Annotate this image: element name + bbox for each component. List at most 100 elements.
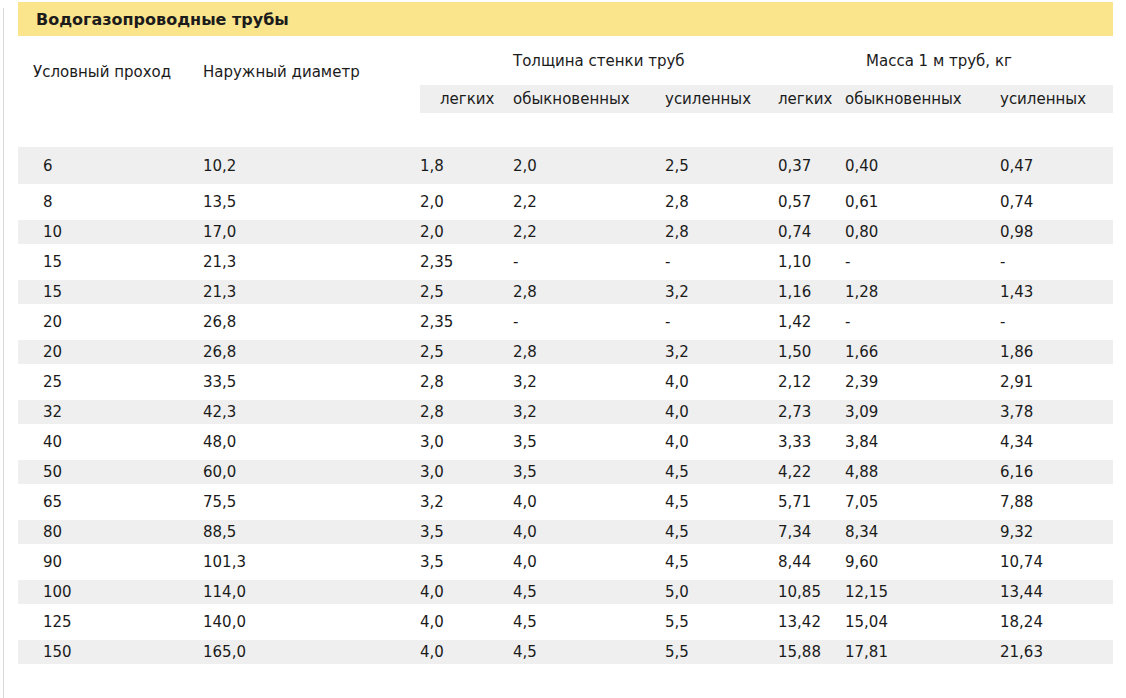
table-row: 2026,82,52,83,21,501,661,86 — [18, 337, 1113, 367]
table-cell: - — [513, 253, 665, 271]
table-row: 90101,33,54,04,58,449,6010,74 — [18, 547, 1113, 577]
table-cell: 6,16 — [1000, 463, 1113, 481]
table-cell: 1,16 — [778, 283, 845, 301]
table-cell: 13,5 — [203, 193, 420, 211]
table-cell: 3,5 — [513, 433, 665, 451]
table-cell: 101,3 — [203, 553, 420, 571]
table-cell: - — [1000, 253, 1113, 271]
table-cell: - — [665, 313, 778, 331]
table-cell: 0,37 — [778, 157, 845, 175]
table-cell: 4,5 — [513, 613, 665, 631]
table-cell: 3,2 — [513, 403, 665, 421]
table-cell: 2,35 — [420, 313, 513, 331]
table-cell: 88,5 — [203, 523, 420, 541]
table-cell: 3,2 — [513, 373, 665, 391]
table-body: 610,21,82,02,50,370,400,47813,52,02,22,8… — [18, 147, 1113, 667]
table-row: 6575,53,24,04,55,717,057,88 — [18, 487, 1113, 517]
table-cell: 50 — [18, 463, 203, 481]
table-cell: 10,85 — [778, 583, 845, 601]
col-header-outer-diameter: Наружный диаметр — [203, 63, 360, 81]
table-row: 610,21,82,02,50,370,400,47 — [18, 147, 1113, 187]
table-cell: 4,0 — [420, 583, 513, 601]
table-cell: 5,5 — [665, 613, 778, 631]
table-cell: 4,0 — [513, 523, 665, 541]
table-cell: 20 — [18, 343, 203, 361]
table-cell: 0,61 — [845, 193, 1000, 211]
table-cell: 150 — [18, 643, 203, 661]
table-cell: 1,10 — [778, 253, 845, 271]
table-title-bar: Водогазопроводные трубы — [18, 2, 1113, 36]
table-cell: 17,81 — [845, 643, 1000, 661]
table-cell: 75,5 — [203, 493, 420, 511]
subheader-thickness-reinforced: усиленных — [665, 90, 751, 108]
table-row: 100114,04,04,55,010,8512,1513,44 — [18, 577, 1113, 607]
table-cell: 0,47 — [1000, 157, 1113, 175]
table-cell: 3,5 — [420, 553, 513, 571]
table-cell: 3,33 — [778, 433, 845, 451]
left-border-line — [3, 8, 4, 698]
table-cell: 3,78 — [1000, 403, 1113, 421]
table-cell: 2,8 — [513, 343, 665, 361]
table-cell: 4,88 — [845, 463, 1000, 481]
table-cell: 26,8 — [203, 343, 420, 361]
table-cell: 7,05 — [845, 493, 1000, 511]
table-cell: 5,0 — [665, 583, 778, 601]
table-row: 8088,53,54,04,57,348,349,32 — [18, 517, 1113, 547]
table-cell: 1,50 — [778, 343, 845, 361]
table-cell: 32 — [18, 403, 203, 421]
table-cell: 8,34 — [845, 523, 1000, 541]
table-cell: 42,3 — [203, 403, 420, 421]
table-cell: 2,0 — [513, 157, 665, 175]
table-cell: 12,15 — [845, 583, 1000, 601]
table-cell: 5,5 — [665, 643, 778, 661]
table-row: 5060,03,03,54,54,224,886,16 — [18, 457, 1113, 487]
table-cell: 2,2 — [513, 193, 665, 211]
table-cell: 65 — [18, 493, 203, 511]
table-cell: 18,24 — [1000, 613, 1113, 631]
table-cell: 26,8 — [203, 313, 420, 331]
table-cell: 2,8 — [513, 283, 665, 301]
table-cell: 0,74 — [1000, 193, 1113, 211]
table-cell: 1,8 — [420, 157, 513, 175]
table-cell: 8,44 — [778, 553, 845, 571]
table-cell: 2,5 — [420, 283, 513, 301]
table-cell: 21,3 — [203, 283, 420, 301]
subheader-mass-light: легких — [778, 90, 832, 108]
table-cell: 125 — [18, 613, 203, 631]
table-cell: 4,34 — [1000, 433, 1113, 451]
table-cell: 4,5 — [665, 523, 778, 541]
table-cell: 1,86 — [1000, 343, 1113, 361]
table-cell: 2,5 — [665, 157, 778, 175]
table-row: 1521,32,35--1,10-- — [18, 247, 1113, 277]
table-cell: 2,73 — [778, 403, 845, 421]
table-cell: 21,63 — [1000, 643, 1113, 661]
table-cell: 21,3 — [203, 253, 420, 271]
table-cell: 0,80 — [845, 223, 1000, 241]
table-cell: 3,84 — [845, 433, 1000, 451]
table-cell: 2,0 — [420, 193, 513, 211]
table-cell: 9,60 — [845, 553, 1000, 571]
table-cell: 4,0 — [665, 403, 778, 421]
table-row: 1017,02,02,22,80,740,800,98 — [18, 217, 1113, 247]
subheader-thickness-light: легких — [440, 90, 494, 108]
table-cell: 2,91 — [1000, 373, 1113, 391]
table-cell: 3,0 — [420, 463, 513, 481]
table-cell: 1,66 — [845, 343, 1000, 361]
table-cell: 2,35 — [420, 253, 513, 271]
table-cell: 165,0 — [203, 643, 420, 661]
table-cell: 2,5 — [420, 343, 513, 361]
table-cell: 4,0 — [420, 613, 513, 631]
table-cell: 7,88 — [1000, 493, 1113, 511]
table-cell: 3,09 — [845, 403, 1000, 421]
table-cell: 3,5 — [420, 523, 513, 541]
table-cell: 10,2 — [203, 157, 420, 175]
table-cell: 0,74 — [778, 223, 845, 241]
table-cell: 3,2 — [665, 343, 778, 361]
table-cell: 140,0 — [203, 613, 420, 631]
table-cell: 3,2 — [665, 283, 778, 301]
table-cell: 3,2 — [420, 493, 513, 511]
table-cell: 4,0 — [513, 493, 665, 511]
table-cell: 4,0 — [665, 433, 778, 451]
table-cell: 4,5 — [513, 643, 665, 661]
table-cell: 60,0 — [203, 463, 420, 481]
